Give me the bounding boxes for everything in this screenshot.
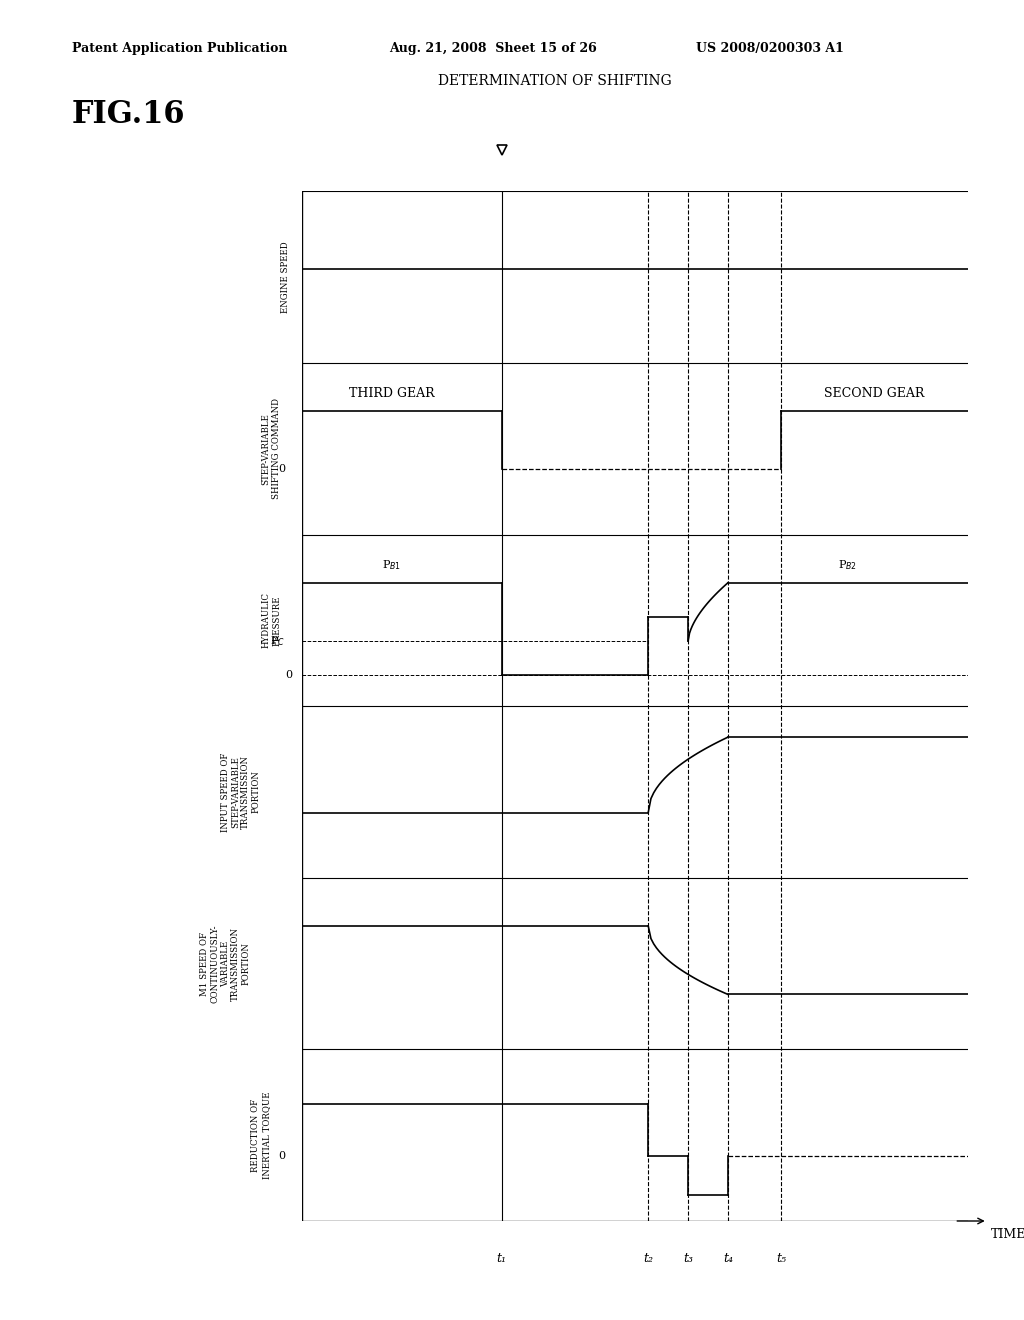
- Text: t₃: t₃: [683, 1251, 693, 1265]
- Text: t₅: t₅: [776, 1251, 786, 1265]
- Text: 0: 0: [279, 1151, 286, 1160]
- Text: 0: 0: [279, 465, 286, 474]
- Text: P$_{B2}$: P$_{B2}$: [839, 558, 857, 573]
- Text: DETERMINATION OF SHIFTING: DETERMINATION OF SHIFTING: [438, 74, 672, 88]
- Text: 0: 0: [285, 671, 292, 680]
- Text: ENGINE SPEED: ENGINE SPEED: [282, 242, 290, 313]
- Text: TIME: TIME: [991, 1228, 1024, 1241]
- Text: Patent Application Publication: Patent Application Publication: [72, 42, 287, 55]
- Text: HYDRAULIC
PRESSURE: HYDRAULIC PRESSURE: [262, 593, 281, 648]
- Text: THIRD GEAR: THIRD GEAR: [349, 387, 435, 400]
- Text: FIG.16: FIG.16: [72, 99, 185, 129]
- Text: M1 SPEED OF
CONTINUOUSLY-
VARIABLE
TRANSMISSION
PORTION: M1 SPEED OF CONTINUOUSLY- VARIABLE TRANS…: [200, 924, 251, 1003]
- Text: REDUCTION OF
INERTIAL TORQUE: REDUCTION OF INERTIAL TORQUE: [252, 1092, 270, 1179]
- Text: Aug. 21, 2008  Sheet 15 of 26: Aug. 21, 2008 Sheet 15 of 26: [389, 42, 597, 55]
- Text: t₂: t₂: [643, 1251, 653, 1265]
- Text: t₄: t₄: [723, 1251, 733, 1265]
- Text: P$_{B1}$: P$_{B1}$: [382, 558, 401, 573]
- Text: t₁: t₁: [497, 1251, 507, 1265]
- Text: INPUT SPEED OF
STEP-VARIABLE
TRANSMISSION
PORTION: INPUT SPEED OF STEP-VARIABLE TRANSMISSIO…: [220, 752, 261, 832]
- Text: P$_C$: P$_C$: [270, 634, 286, 648]
- Text: US 2008/0200303 A1: US 2008/0200303 A1: [696, 42, 844, 55]
- Text: SECOND GEAR: SECOND GEAR: [824, 387, 925, 400]
- Text: STEP-VARIABLE
SHIFTING COMMAND: STEP-VARIABLE SHIFTING COMMAND: [262, 399, 281, 499]
